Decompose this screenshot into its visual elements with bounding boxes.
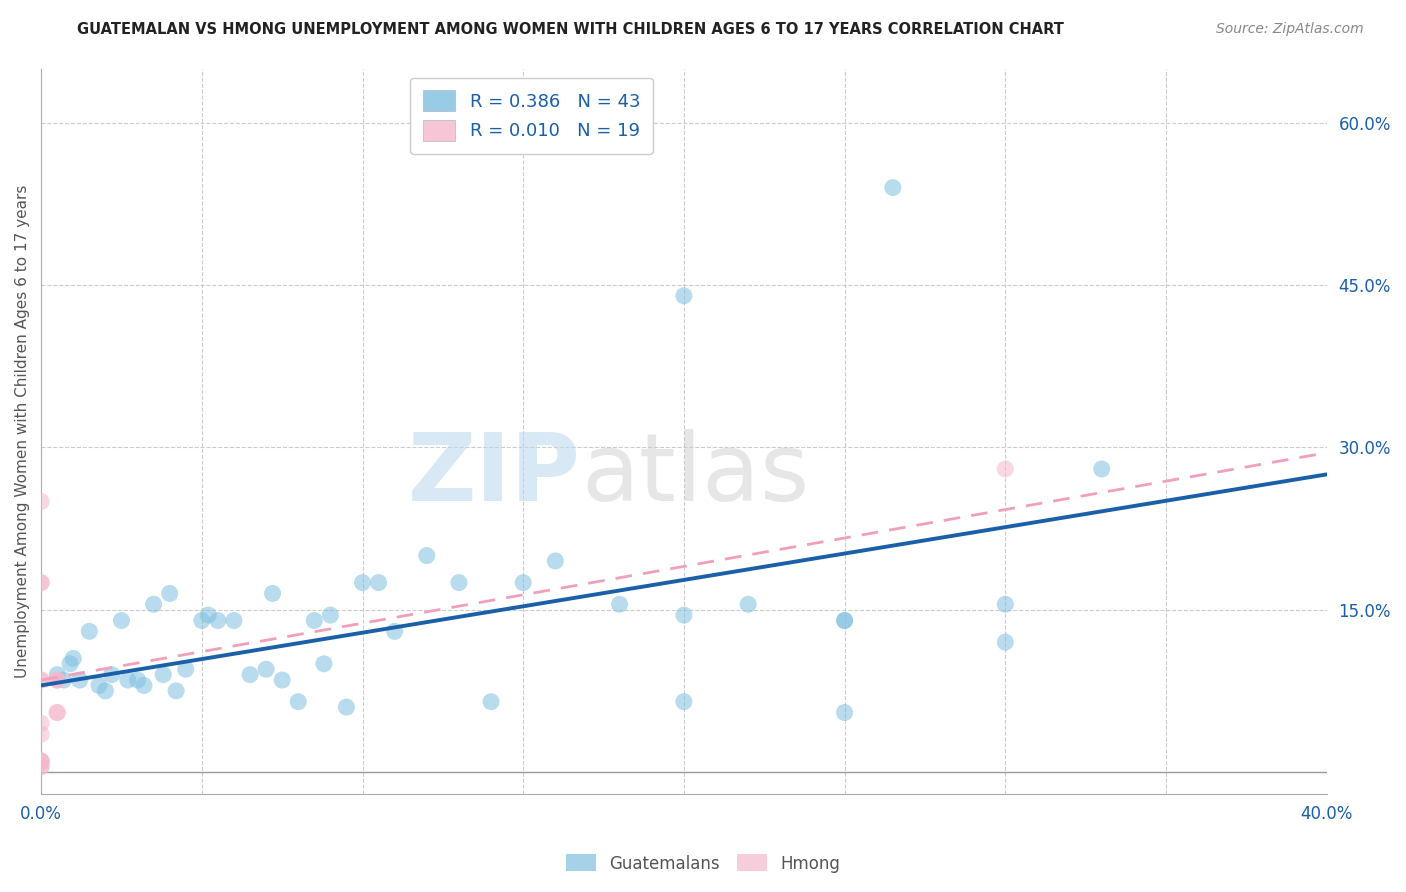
Point [384, 624, 406, 639]
Point [94, 684, 117, 698]
Point [127, 673, 149, 687]
Point [101, 667, 124, 681]
Point [512, 575, 534, 590]
Point [117, 673, 139, 687]
Point [254, 662, 277, 676]
Point [834, 706, 856, 720]
Point [271, 673, 294, 687]
Legend: Guatemalans, Hmong: Guatemalans, Hmong [560, 847, 846, 880]
Point [994, 635, 1017, 649]
Point [737, 597, 759, 611]
Point [262, 586, 284, 600]
Point [46, 673, 69, 687]
Point [882, 180, 904, 194]
Point [30, 673, 52, 687]
Point [46, 667, 69, 681]
Point [319, 608, 342, 623]
Point [30, 727, 52, 741]
Point [30, 759, 52, 773]
Point [416, 549, 439, 563]
Point [132, 678, 155, 692]
Point [142, 597, 165, 611]
Point [30, 575, 52, 590]
Point [672, 289, 695, 303]
Point [174, 662, 197, 676]
Point [79, 624, 101, 639]
Text: ZIP: ZIP [408, 429, 581, 521]
Point [52, 673, 75, 687]
Point [30, 754, 52, 768]
Point [159, 586, 181, 600]
Point [30, 754, 52, 768]
Point [304, 614, 326, 628]
Point [165, 684, 187, 698]
Point [367, 575, 389, 590]
Point [30, 759, 52, 773]
Point [30, 575, 52, 590]
Point [46, 673, 69, 687]
Point [287, 695, 309, 709]
Point [152, 667, 174, 681]
Point [479, 695, 502, 709]
Point [609, 597, 631, 611]
Point [672, 608, 695, 623]
Text: Source: ZipAtlas.com: Source: ZipAtlas.com [1216, 22, 1364, 37]
Point [197, 608, 219, 623]
Text: GUATEMALAN VS HMONG UNEMPLOYMENT AMONG WOMEN WITH CHILDREN AGES 6 TO 17 YEARS CO: GUATEMALAN VS HMONG UNEMPLOYMENT AMONG W… [77, 22, 1064, 37]
Point [239, 667, 262, 681]
Point [87, 678, 110, 692]
Point [834, 614, 856, 628]
Point [30, 754, 52, 768]
Point [335, 700, 357, 714]
Point [62, 651, 84, 665]
Point [30, 494, 52, 508]
Point [834, 614, 856, 628]
Point [994, 462, 1017, 476]
Text: atlas: atlas [581, 429, 810, 521]
Point [46, 673, 69, 687]
Point [30, 716, 52, 731]
Point [447, 575, 470, 590]
Legend: R = 0.386   N = 43, R = 0.010   N = 19: R = 0.386 N = 43, R = 0.010 N = 19 [411, 78, 652, 153]
Point [207, 614, 229, 628]
Point [46, 706, 69, 720]
Point [69, 673, 91, 687]
Point [59, 657, 82, 671]
Point [46, 706, 69, 720]
Point [1091, 462, 1114, 476]
Point [312, 657, 335, 671]
Point [30, 754, 52, 768]
Point [672, 695, 695, 709]
Point [222, 614, 245, 628]
Point [994, 597, 1017, 611]
Y-axis label: Unemployment Among Women with Children Ages 6 to 17 years: Unemployment Among Women with Children A… [15, 185, 30, 678]
Point [110, 614, 132, 628]
Point [30, 673, 52, 687]
Point [191, 614, 214, 628]
Point [544, 554, 567, 568]
Point [352, 575, 374, 590]
